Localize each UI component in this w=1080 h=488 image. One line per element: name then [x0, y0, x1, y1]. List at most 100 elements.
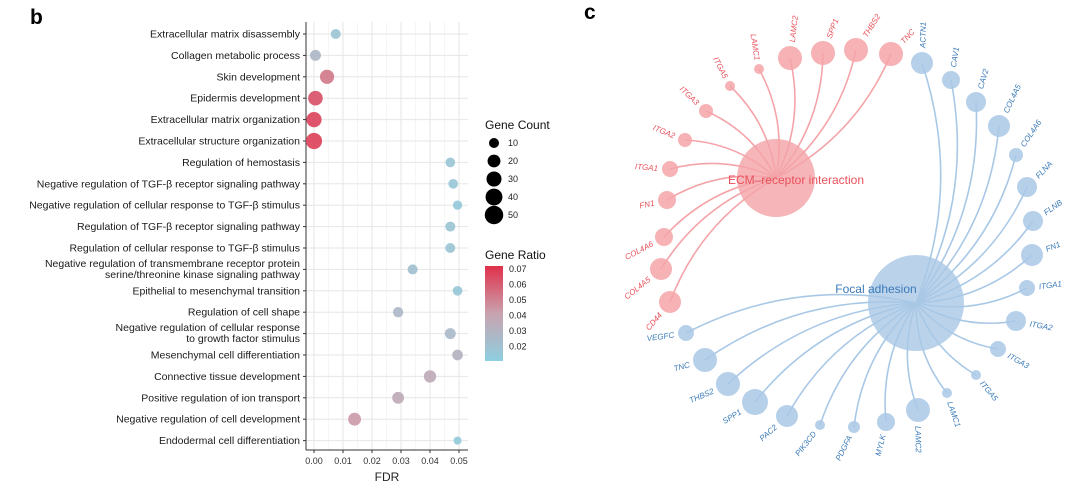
gene-label: CAV2 [976, 67, 991, 90]
gene-node [678, 133, 692, 147]
gene-node [658, 191, 676, 209]
size-legend-label: 20 [508, 156, 518, 166]
x-tick-label: 0.00 [305, 456, 323, 466]
data-point [452, 285, 463, 296]
gene-label: THBS2 [688, 386, 716, 405]
gene-label: PIK3CD [793, 429, 818, 457]
size-legend-label: 40 [508, 192, 518, 202]
gene-label: ITGA5 [711, 55, 730, 80]
gene-node [1009, 148, 1023, 162]
y-tick-label: Negative regulation of TGF-β receptor si… [37, 178, 301, 190]
size-legend: 10 20 30 40 50 [484, 137, 518, 225]
gene-label: TNC [673, 360, 691, 373]
size-legend-label: 10 [508, 138, 518, 148]
gene-label: ITGA3 [678, 84, 701, 107]
gene-label: COL4A5 [1002, 82, 1023, 114]
data-point [445, 242, 456, 254]
gene-node [879, 42, 903, 66]
color-legend-ticks: 0.07 0.06 0.05 0.04 0.03 0.02 [503, 264, 527, 352]
gene-label: LAMC2 [913, 426, 923, 453]
gene-node [844, 38, 868, 62]
gene-label: ITGA2 [1029, 320, 1054, 333]
y-tick-label: serine/threonine kinase signaling pathwa… [105, 269, 301, 281]
gene-label: CD44 [644, 310, 664, 332]
gene-node [650, 258, 672, 280]
data-point [448, 178, 459, 189]
y-tick-label: Extracellular structure organization [138, 136, 300, 148]
data-point [445, 157, 456, 168]
gene-label: LAMC2 [788, 15, 800, 43]
data-point [445, 221, 456, 232]
gene-node [942, 71, 960, 89]
y-tick-label: Positive regulation of ion transport [141, 392, 300, 404]
y-tick-label: Extracellular matrix disassembly [150, 29, 301, 41]
hub-node [737, 139, 815, 217]
gene-node [848, 421, 860, 433]
gene-label: TNC [899, 27, 917, 45]
x-axis-title: FDR [375, 470, 400, 484]
gene-label: COL4A6 [1019, 118, 1044, 149]
gene-label: VEGFC [646, 331, 675, 344]
color-legend-label: 0.06 [509, 280, 527, 290]
network-chart: ECM–receptor interaction Focal adhesion C… [623, 12, 1065, 462]
data-point [330, 28, 341, 40]
gene-label: FN1 [639, 199, 656, 211]
bubble-chart: Extracellular matrix disassembly Collagen… [29, 22, 550, 484]
size-legend-key [488, 137, 500, 149]
gene-node [988, 115, 1010, 137]
size-legend-key [484, 205, 504, 225]
color-legend-label: 0.03 [509, 326, 527, 336]
size-legend-label: 30 [508, 174, 518, 184]
data-point [348, 412, 362, 426]
x-tick-label: 0.01 [334, 456, 352, 466]
gene-node [815, 420, 825, 430]
gene-node [659, 291, 681, 313]
gene-node [1023, 211, 1043, 231]
gene-label: PDGFA [834, 434, 854, 462]
y-tick-label: Skin development [217, 71, 301, 83]
gene-label: COL4A6 [623, 239, 655, 262]
gene-label: FN1 [1044, 240, 1061, 254]
hub-label: Focal adhesion [835, 282, 916, 296]
y-tick-label: Regulation of cellular response to TGF-β… [69, 243, 300, 255]
network-hubs: ECM–receptor interaction Focal adhesion [728, 139, 964, 351]
x-tick-label: 0.03 [392, 456, 410, 466]
gene-label: COL4A5 [623, 275, 653, 301]
gene-node [655, 228, 673, 246]
gene-node [778, 46, 802, 70]
gene-node [1021, 244, 1043, 266]
size-legend-label: 50 [508, 210, 518, 220]
y-tick-label: Regulation of hemostasis [182, 157, 300, 169]
gene-label: PAC2 [758, 423, 780, 444]
gene-node [990, 341, 1006, 357]
gene-label: CAV1 [949, 46, 961, 68]
gene-label: ITGA1 [635, 162, 659, 173]
gene-label: MYLK [874, 433, 888, 457]
y-tick-label: Mesenchymal cell differentiation [151, 350, 300, 362]
gene-node [699, 104, 713, 118]
gene-node [742, 389, 768, 415]
y-tick-label: Regulation of cell shape [188, 307, 300, 319]
y-tick-label: to growth factor stimulus [186, 333, 300, 345]
gene-node [877, 413, 895, 431]
color-legend-title: Gene Ratio [485, 248, 546, 262]
gene-label: LAMC1 [749, 33, 762, 61]
gene-label: FLNA [1034, 159, 1055, 180]
gene-label: ITGA1 [1038, 279, 1062, 291]
data-points [305, 28, 463, 445]
hub-label: ECM–receptor interaction [728, 173, 864, 187]
gene-node [678, 325, 694, 341]
panel-b-label: b [30, 6, 43, 29]
data-point [444, 328, 456, 340]
gene-label: LAMC1 [945, 400, 962, 428]
color-legend-label: 0.02 [509, 342, 527, 352]
size-legend-title: Gene Count [485, 118, 550, 132]
gene-label: SPP1 [721, 407, 743, 425]
y-tick-label: Epidermis development [190, 93, 300, 105]
data-point [392, 307, 404, 318]
gene-label: ITGA2 [652, 123, 677, 140]
gene-node [811, 41, 835, 65]
size-legend-key [486, 171, 502, 187]
gene-node [693, 348, 717, 372]
